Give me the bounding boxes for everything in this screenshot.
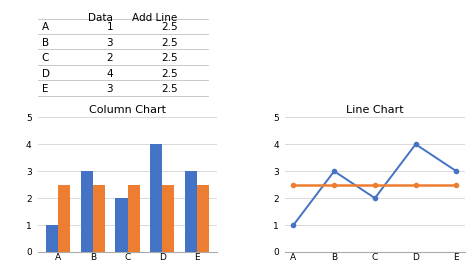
Text: D: D: [42, 69, 49, 79]
Bar: [197, 185, 209, 252]
Text: 4: 4: [107, 69, 113, 79]
Text: B: B: [42, 38, 49, 48]
Bar: [81, 171, 93, 252]
Text: 2: 2: [107, 53, 113, 63]
Text: 1: 1: [107, 22, 113, 32]
Text: A: A: [42, 22, 49, 32]
Title: Line Chart: Line Chart: [346, 105, 404, 115]
Text: 2.5: 2.5: [161, 53, 178, 63]
Text: 2.5: 2.5: [161, 69, 178, 79]
Bar: [58, 185, 70, 252]
Title: Column Chart: Column Chart: [89, 105, 166, 115]
Text: Data: Data: [88, 13, 113, 23]
Text: 3: 3: [107, 38, 113, 48]
Bar: [46, 225, 58, 252]
Text: E: E: [42, 84, 48, 94]
Bar: [162, 185, 174, 252]
Text: 2.5: 2.5: [161, 38, 178, 48]
Text: Add Line: Add Line: [132, 13, 178, 23]
Bar: [115, 198, 128, 252]
Bar: [128, 185, 140, 252]
Bar: [185, 171, 197, 252]
Text: 3: 3: [107, 84, 113, 94]
Bar: [150, 144, 162, 252]
Text: 2.5: 2.5: [161, 84, 178, 94]
Text: C: C: [42, 53, 49, 63]
Bar: [93, 185, 105, 252]
Text: 2.5: 2.5: [161, 22, 178, 32]
